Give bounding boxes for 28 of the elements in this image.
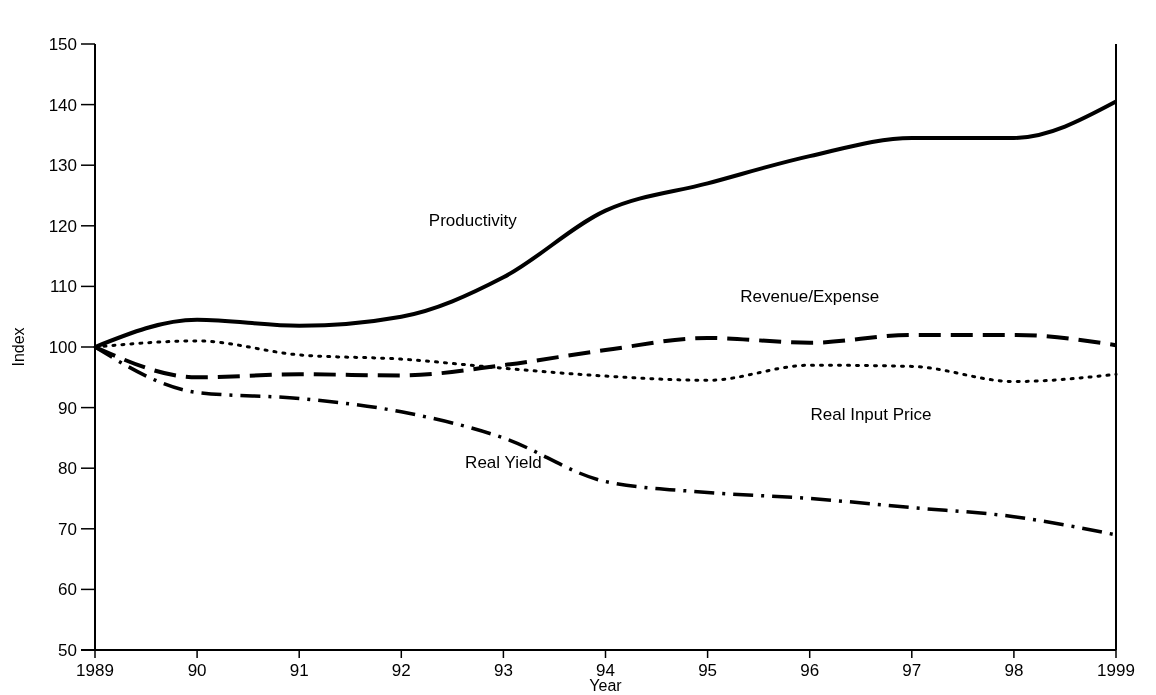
y-tick-label: 110: [49, 277, 77, 297]
y-tick-label: 50: [58, 640, 77, 660]
y-tick-label: 70: [58, 519, 77, 539]
x-tick-label: 90: [187, 661, 207, 680]
y-tick-label: 140: [48, 95, 77, 115]
x-tick-label: 92: [391, 661, 411, 680]
x-tick-label: 96: [800, 661, 820, 680]
x-tick-label: 98: [1004, 661, 1024, 680]
series-label: Real Yield: [465, 453, 542, 473]
series-label: Productivity: [428, 210, 518, 230]
x-tick-label: 97: [902, 661, 922, 680]
y-tick-label: 150: [48, 34, 77, 54]
x-tick-label: 1999: [1097, 661, 1135, 680]
x-tick-label: 1989: [76, 661, 114, 680]
x-tick-label: 91: [289, 661, 309, 680]
x-axis-title: Year: [589, 677, 623, 694]
y-tick-label: 80: [58, 459, 77, 479]
x-tick-label: 93: [493, 661, 513, 680]
y-tick-label: 90: [58, 398, 77, 418]
y-tick-label: 100: [48, 337, 77, 357]
x-tick-label: 94: [596, 661, 615, 680]
series-label: Revenue/Expense: [740, 286, 880, 306]
x-tick-label: 95: [698, 661, 718, 680]
y-tick-label: 130: [48, 156, 77, 176]
y-tick-label: 60: [58, 580, 77, 600]
y-tick-label: 120: [48, 216, 77, 236]
y-axis-title: Index: [10, 327, 27, 367]
text: Real Input Price: [810, 404, 932, 424]
